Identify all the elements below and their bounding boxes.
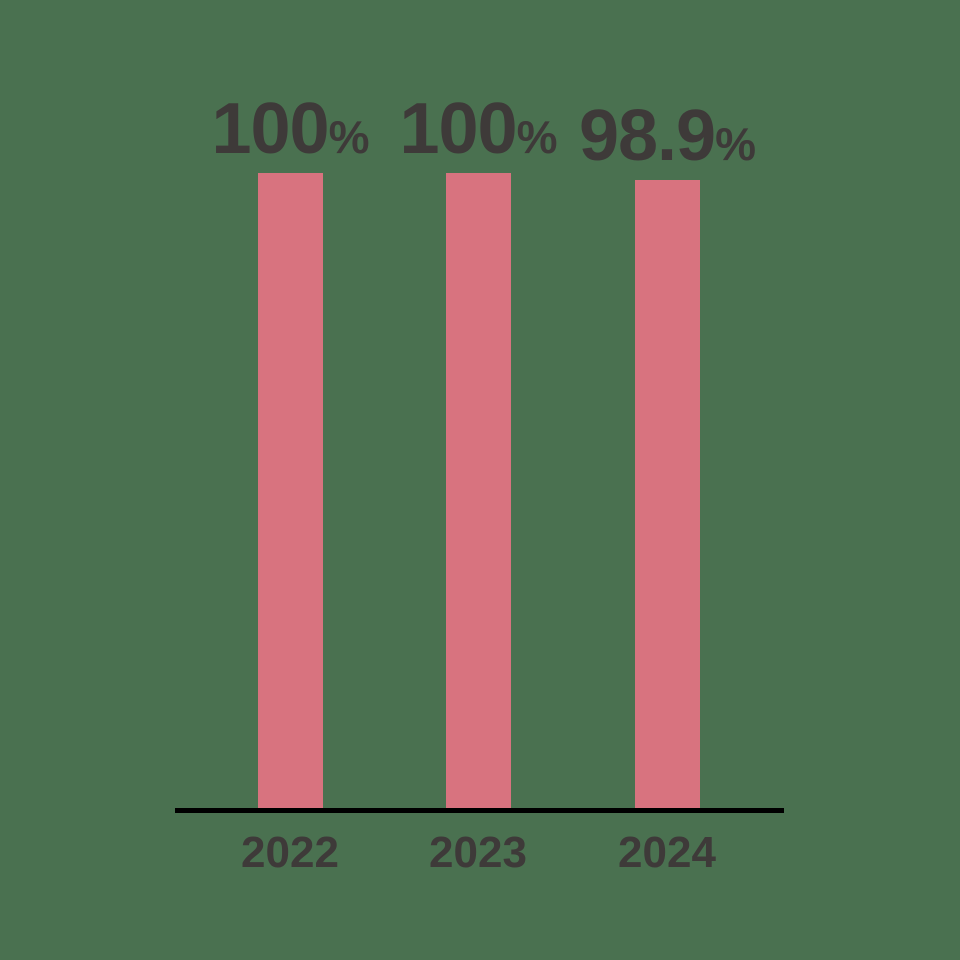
bar-group-2023: 100% bbox=[384, 93, 572, 808]
bar-2022 bbox=[257, 173, 323, 808]
value-label: 100% bbox=[211, 93, 370, 165]
bar-2024 bbox=[634, 180, 700, 808]
percent-suffix: % bbox=[715, 118, 756, 170]
x-tick-label-2022: 2022 bbox=[241, 828, 339, 877]
value-number: 100 bbox=[211, 89, 329, 169]
percent-suffix: % bbox=[516, 111, 558, 163]
bar-group-2024: 98.9% bbox=[573, 100, 761, 808]
percent-suffix: % bbox=[328, 111, 370, 163]
value-label: 100% bbox=[399, 93, 558, 165]
value-label: 98.9% bbox=[579, 100, 756, 172]
x-tick-label-2024: 2024 bbox=[618, 828, 716, 877]
x-tick-label-2023: 2023 bbox=[429, 828, 527, 877]
bar-group-2022: 100% bbox=[196, 93, 384, 808]
value-number: 100 bbox=[399, 89, 517, 169]
bar-2023 bbox=[445, 173, 511, 808]
x-axis-line bbox=[175, 808, 784, 813]
value-number: 98.9 bbox=[578, 96, 716, 176]
